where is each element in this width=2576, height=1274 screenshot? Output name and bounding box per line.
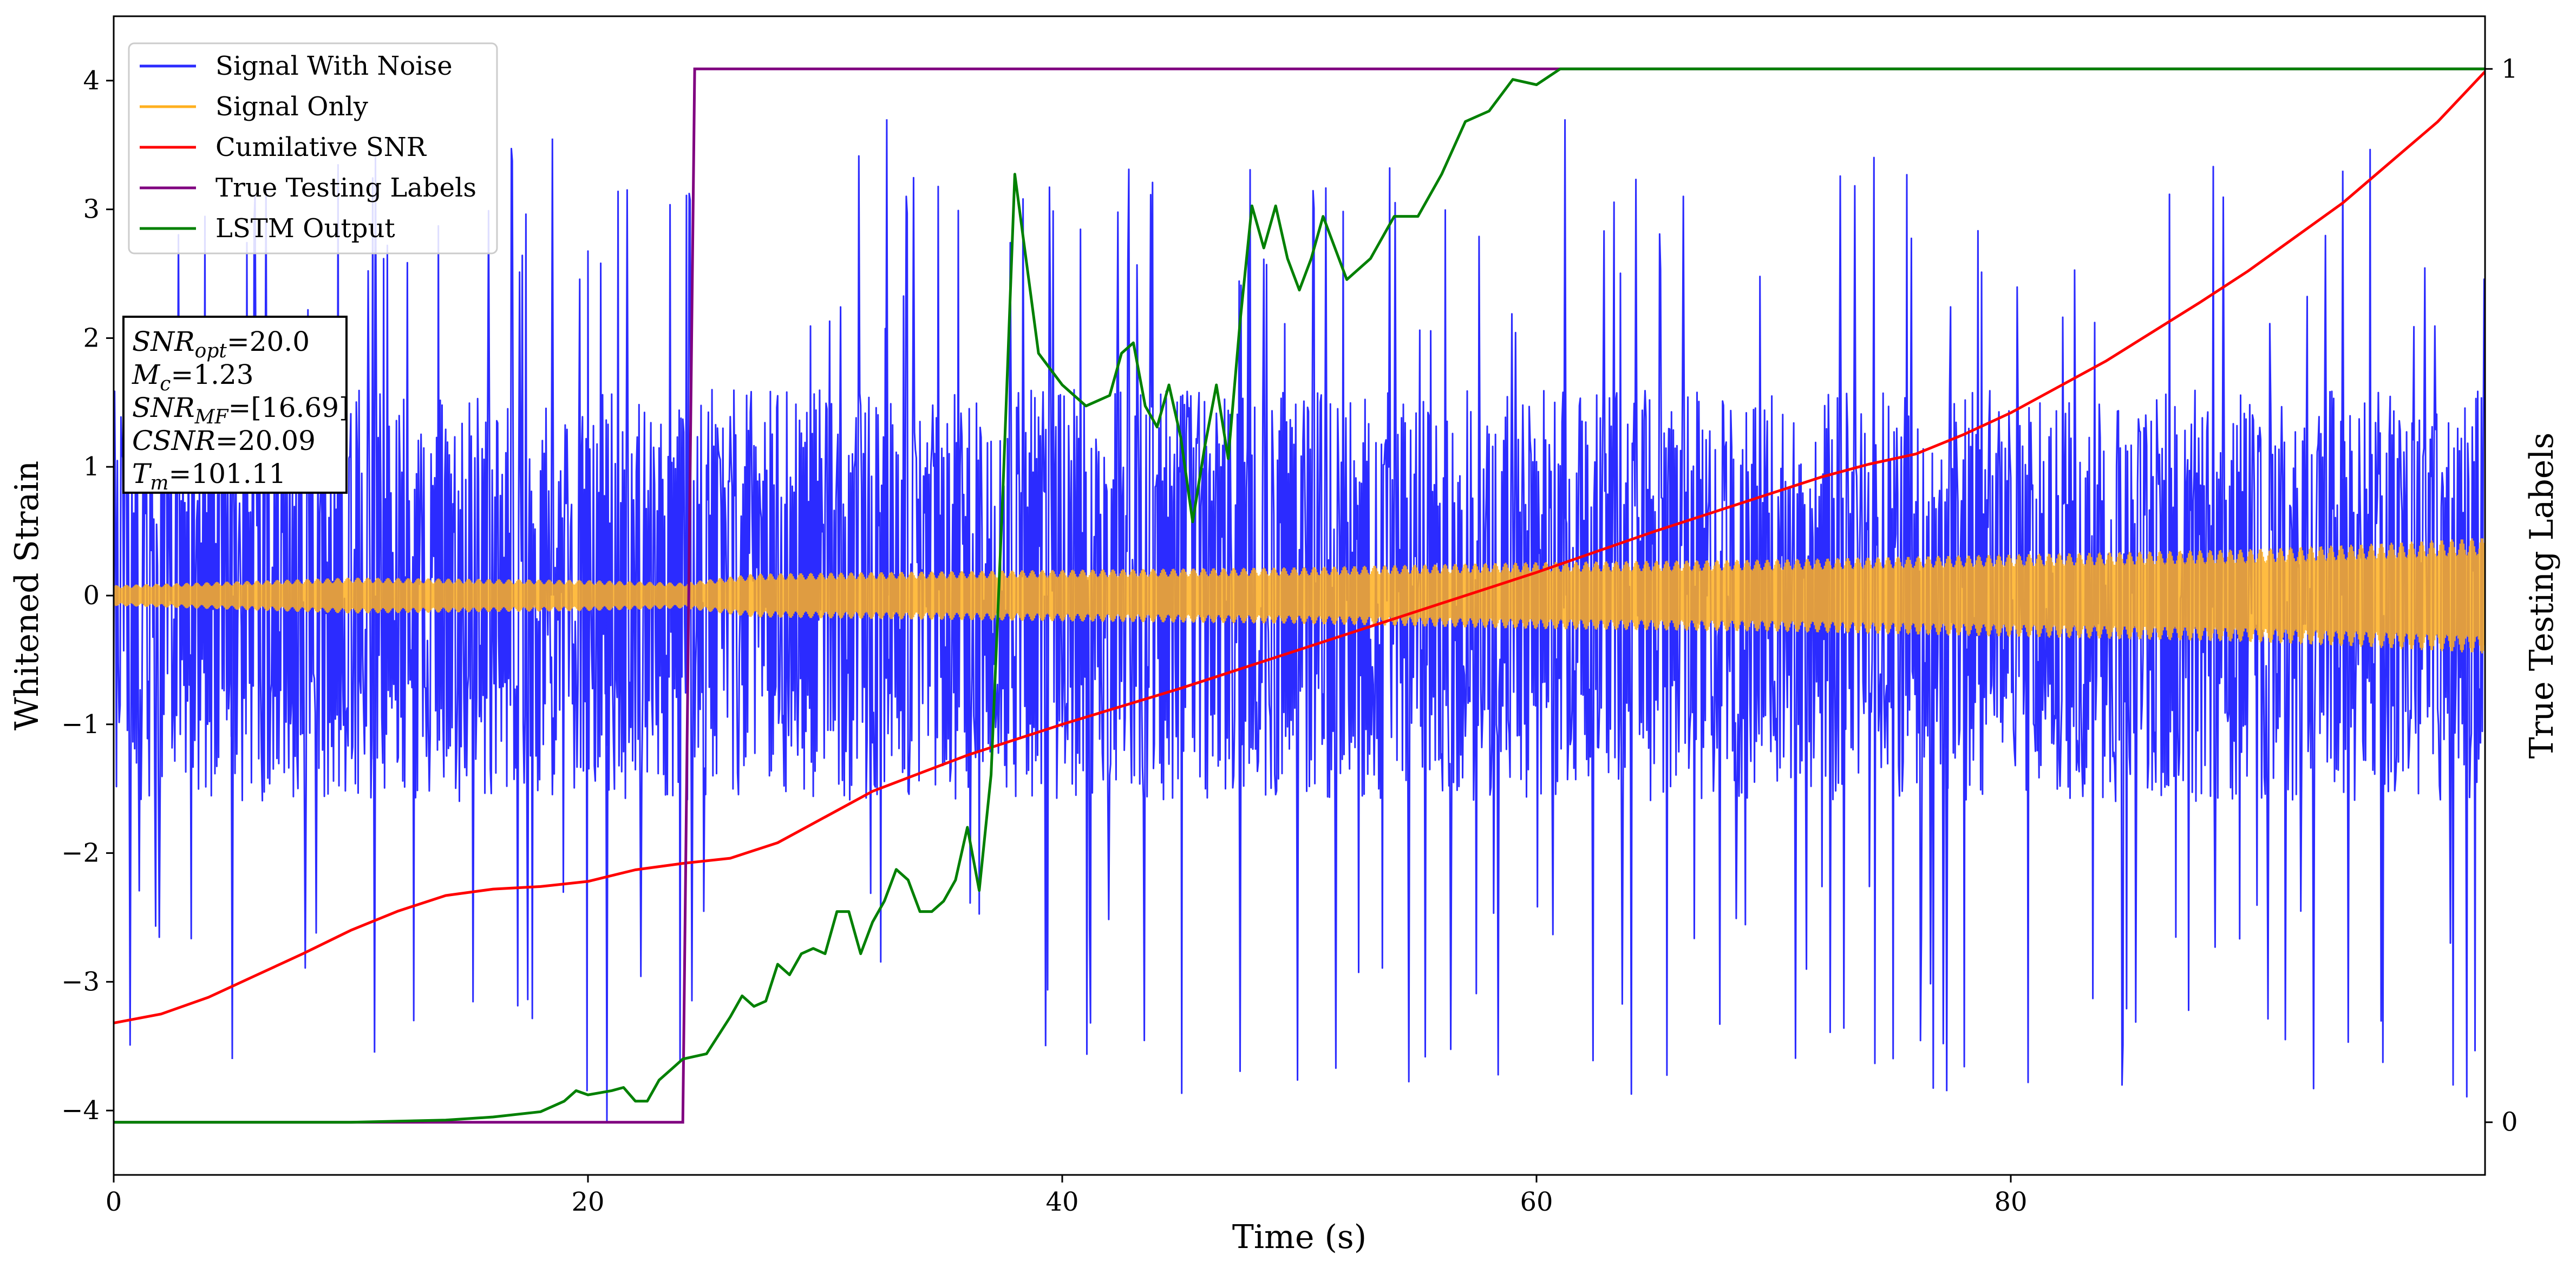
right-y-tick-label: 1: [2501, 54, 2518, 84]
legend-label: Signal Only: [215, 92, 368, 122]
right-y-axis-label: True Testing Labels: [2523, 433, 2561, 759]
y-tick-label: 2: [83, 323, 100, 353]
legend-label: Signal With Noise: [215, 51, 453, 81]
x-tick-label: 60: [1520, 1187, 1553, 1217]
legend-label: True Testing Labels: [215, 173, 476, 203]
x-tick-label: 40: [1045, 1187, 1078, 1217]
info-box-line: SNRopt=20.0: [132, 326, 310, 362]
y-tick-label: −3: [61, 966, 100, 997]
y-axis-label: Whitened Strain: [8, 461, 46, 730]
info-box-line: Tm=101.11: [132, 458, 286, 494]
info-box: SNRopt=20.0Mc=1.23SNRMF=[16.69]CSNR=20.0…: [122, 316, 350, 494]
x-tick-label: 80: [1994, 1187, 2027, 1217]
series-layer: [114, 67, 2485, 1124]
y-tick-label: 3: [83, 194, 100, 225]
info-box-line: SNRMF=[16.69]: [132, 392, 350, 428]
right-y-tick-label: 0: [2501, 1107, 2518, 1138]
legend-label: Cumilative SNR: [215, 132, 427, 162]
legend-label: LSTM Output: [215, 213, 395, 244]
info-box-frame: [122, 316, 348, 494]
legend-frame: [128, 42, 498, 254]
info-box-line: Mc=1.23: [132, 359, 254, 395]
info-box-line: CSNR=20.09: [132, 425, 316, 456]
y-tick-label: 4: [83, 66, 100, 96]
y-tick-label: −4: [61, 1095, 100, 1126]
y-tick-label: −1: [61, 709, 100, 740]
x-tick-label: 20: [571, 1187, 604, 1217]
series-line-lstm-output: [114, 67, 2485, 1124]
y-tick-label: −2: [61, 838, 100, 868]
x-tick-label: 0: [106, 1187, 122, 1217]
x-axis-label: Time (s): [1232, 1218, 1367, 1256]
y-tick-label: 0: [83, 580, 100, 611]
series-line-signal-only: [114, 538, 2485, 654]
y-tick-label: 1: [83, 452, 100, 482]
legend: Signal With Noise Signal Only Cumilative S…: [128, 42, 498, 254]
